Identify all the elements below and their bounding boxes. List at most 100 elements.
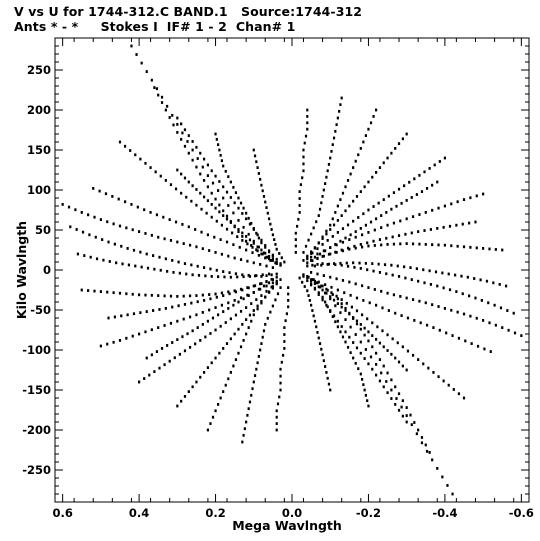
- uv-point-conjugate: [335, 251, 338, 254]
- uv-point-conjugate: [313, 264, 317, 268]
- uv-point-conjugate: [340, 263, 343, 267]
- uv-point-conjugate: [420, 441, 424, 445]
- uv-point: [222, 390, 225, 393]
- uv-point-conjugate: [396, 341, 399, 345]
- uv-point-conjugate: [363, 185, 366, 189]
- uv-point: [275, 428, 278, 432]
- uv-point-conjugate: [302, 251, 305, 254]
- uv-point-conjugate: [462, 312, 466, 316]
- uv-point-conjugate: [303, 141, 306, 145]
- axis-ticks: 0.6 0.4 0.2 0.0 -0.2 -0.4 -0.6 250 200 150 100 50 0 -…: [22, 37, 534, 520]
- uv-point: [220, 303, 224, 307]
- uv-point-conjugate: [451, 334, 454, 337]
- uv-point: [74, 208, 77, 212]
- uv-point-conjugate: [442, 379, 445, 383]
- uv-point-conjugate: [382, 345, 385, 349]
- uv-point: [213, 235, 216, 239]
- uv-point-conjugate: [329, 228, 332, 231]
- uv-point-conjugate: [399, 295, 402, 298]
- uv-point-conjugate: [294, 231, 297, 235]
- uv-point: [117, 197, 120, 201]
- uv-point-conjugate: [418, 242, 421, 246]
- uv-point: [88, 233, 91, 237]
- uv-point: [160, 347, 164, 350]
- uv-point: [237, 196, 240, 200]
- uv-point: [261, 273, 264, 277]
- uv-point: [274, 243, 277, 246]
- y-tick-label: 100: [27, 183, 51, 197]
- uv-point: [99, 290, 102, 293]
- uv-point-conjugate: [302, 162, 305, 166]
- uv-point-conjugate: [306, 279, 309, 283]
- uv-point-conjugate: [374, 303, 378, 307]
- uv-point-conjugate: [401, 137, 404, 141]
- uv-point: [183, 349, 187, 353]
- uv-point-conjugate: [436, 180, 439, 184]
- uv-point: [92, 187, 95, 190]
- y-tick-label: -150: [22, 383, 51, 397]
- uv-point-conjugate: [301, 176, 304, 180]
- uv-point-conjugate: [324, 291, 327, 295]
- uv-point-conjugate: [359, 351, 362, 355]
- uv-point: [252, 284, 255, 288]
- uv-point: [206, 366, 210, 369]
- uv-point-conjugate: [321, 288, 324, 292]
- x-tick-label: 0.0: [282, 506, 302, 520]
- uv-point: [158, 255, 161, 259]
- uv-point-conjugate: [373, 228, 376, 232]
- uv-point-conjugate: [332, 314, 336, 318]
- uv-point-conjugate: [371, 175, 374, 179]
- uv-point-conjugate: [310, 255, 313, 259]
- uv-point: [137, 230, 141, 233]
- uv-point-conjugate: [397, 142, 401, 145]
- uv-point: [255, 298, 258, 301]
- uv-point-conjugate: [469, 245, 472, 249]
- uv-point-conjugate: [363, 357, 366, 360]
- uv-point-conjugate: [368, 301, 371, 305]
- uv-point: [95, 257, 99, 261]
- uv-point-conjugate: [359, 372, 362, 376]
- uv-point-conjugate: [354, 361, 357, 365]
- uv-point-conjugate: [447, 272, 450, 276]
- uv-point-conjugate: [390, 388, 393, 392]
- y-tick-label: 50: [35, 223, 51, 237]
- uv-point: [195, 145, 198, 149]
- uv-point-conjugate: [386, 291, 389, 295]
- uv-point: [191, 158, 194, 162]
- uv-point-conjugate: [428, 167, 431, 170]
- uv-point: [216, 313, 220, 317]
- uv-point-conjugate: [315, 325, 318, 329]
- uv-point-conjugate: [390, 151, 393, 155]
- uv-point-conjugate: [376, 325, 379, 329]
- uv-point-conjugate: [301, 280, 304, 284]
- uv-point: [188, 294, 192, 298]
- uv-point: [148, 373, 151, 377]
- uv-point: [275, 279, 278, 283]
- uv-point-conjugate: [378, 341, 382, 345]
- uv-point-conjugate: [346, 264, 350, 268]
- uv-point-conjugate: [378, 271, 382, 274]
- uv-point-conjugate: [488, 321, 491, 325]
- uv-point: [163, 294, 166, 298]
- uv-point-conjugate: [360, 313, 364, 317]
- uv-point-conjugate: [372, 205, 375, 208]
- uv-point: [206, 428, 210, 432]
- uv-point-conjugate: [334, 304, 337, 308]
- uv-point-conjugate: [326, 263, 329, 266]
- uv-point-conjugate: [336, 219, 339, 222]
- uv-point: [106, 290, 109, 294]
- uv-point-conjugate: [340, 305, 343, 309]
- uv-point-conjugate: [401, 345, 404, 349]
- uv-point-conjugate: [451, 492, 454, 496]
- uv-point: [257, 287, 260, 291]
- uv-point: [246, 259, 249, 263]
- uv-point-conjugate: [455, 290, 458, 293]
- uv-point: [271, 255, 274, 258]
- uv-point-conjugate: [437, 375, 440, 379]
- uv-point-conjugate: [475, 246, 478, 250]
- uv-point: [214, 292, 217, 296]
- uv-point-conjugate: [374, 351, 378, 355]
- uv-point: [136, 205, 139, 209]
- uv-point: [120, 314, 123, 318]
- uv-point: [202, 179, 206, 182]
